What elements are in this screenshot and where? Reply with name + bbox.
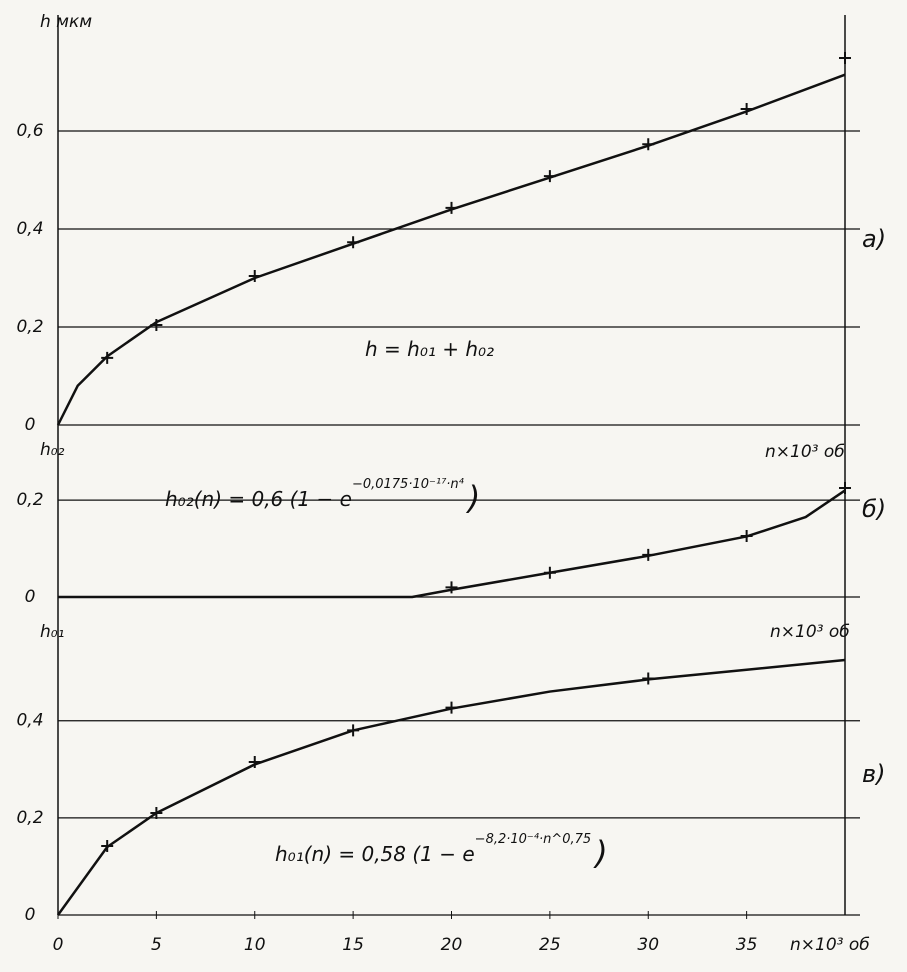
data-point [740,102,753,115]
data-point [445,581,458,594]
x-tick-label: 35 [736,935,758,955]
data-point [347,236,360,249]
data-point [150,319,163,332]
formula: h = h₀₁ + h₀₂ [365,337,494,361]
data-point [445,701,458,714]
data-point [543,566,556,579]
data-point [248,270,261,283]
panel-label: б) [862,495,886,523]
data-point [642,548,655,561]
data-point [101,840,114,853]
y-tick-label: 0 [25,415,36,435]
data-point [543,170,556,183]
data-point [642,138,655,151]
x-axis-label: n×10³ об [765,442,845,462]
y-tick-label: 0,6 [16,121,43,141]
formula-main: h₀₁(n) = 0,58 (1 − e [275,842,475,866]
y-tick-label: 0 [25,905,36,925]
y-tick-label: 0,2 [16,490,43,510]
y-tick-label: 0 [25,587,36,607]
data-point [101,351,114,364]
data-point [347,724,360,737]
data-point [839,482,851,495]
y-tick-label: 0,4 [16,711,43,731]
formula: h₀₂(n) = 0,6 (1 − e−0,0175·10⁻¹⁷·n⁴) [165,477,480,518]
y-tick-label: 0,4 [16,219,43,239]
y-axis-label: h₀₁ [40,622,64,642]
curve [58,489,846,599]
y-tick-label: 0,2 [16,317,43,337]
curve [56,73,846,426]
formula: h₀₁(n) = 0,58 (1 − e−8,2·10⁻⁴·n^0,75) [275,832,608,873]
data-point [839,51,851,64]
y-tick-label: 0,2 [16,808,43,828]
panel-label: в) [862,760,886,788]
x-tick-label: 0 [53,935,64,955]
formula-main: h₀₂(n) = 0,6 (1 − e [165,487,352,511]
data-point [740,529,753,542]
x-axis-label: n×10³ об [770,622,850,642]
formula-exponent: −8,2·10⁻⁴·n^0,75 [475,832,592,847]
x-axis-label: n×10³ об [790,935,870,955]
formula-close: ) [593,834,607,872]
data-point [150,807,163,819]
x-tick-label: 20 [441,935,463,955]
y-axis-label: h мкм [40,12,92,32]
formula-close: ) [466,479,480,517]
data-point [248,756,261,768]
data-point [445,201,458,214]
data-point [642,672,655,685]
x-tick-label: 10 [244,935,266,955]
x-tick-label: 15 [342,935,364,955]
formula-exponent: −0,0175·10⁻¹⁷·n⁴ [352,477,465,492]
x-tick-label: 5 [151,935,162,955]
x-tick-label: 30 [637,935,659,955]
x-tick-label: 25 [539,935,561,955]
formula-main: h = h₀₁ + h₀₂ [365,337,494,361]
curve [56,658,846,916]
panel-label: а) [862,225,886,253]
y-axis-label: h₀₂ [40,440,65,460]
